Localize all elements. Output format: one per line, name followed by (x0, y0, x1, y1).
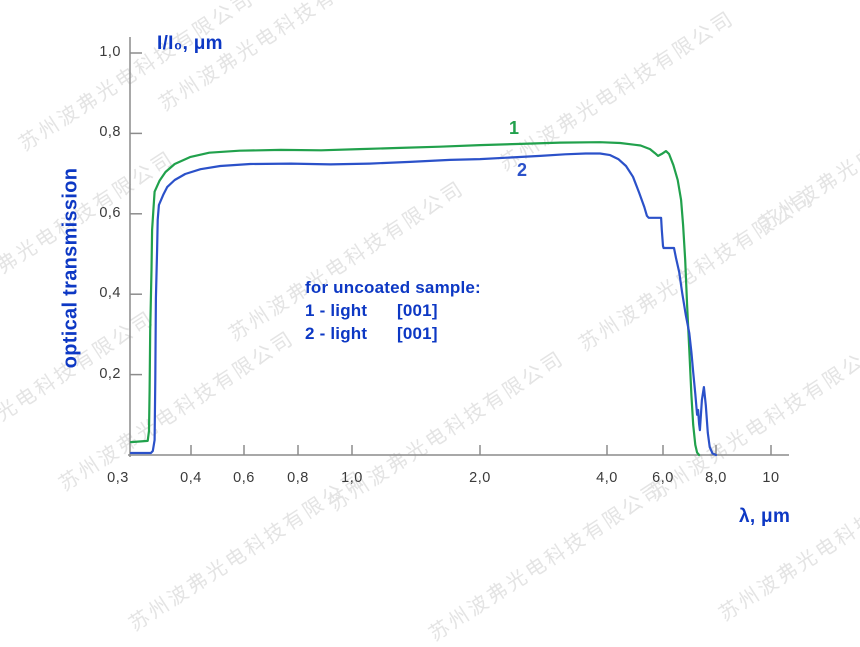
plot-area (128, 37, 789, 457)
annotation-row-2: 2 - light [001] (305, 322, 481, 345)
y-axis-name: optical transmission (59, 167, 82, 369)
curve-1 (129, 141, 701, 457)
y-tick-label-0_8: 0,8 (99, 124, 121, 141)
annotation-row-1-value: [001] (397, 301, 438, 320)
x-tick-label-6_0: 6,0 (652, 470, 674, 486)
y-tick-label-0_6: 0,6 (99, 204, 121, 221)
annotation-row-1: 1 - light [001] (305, 299, 481, 322)
annotation-row-2-value: [001] (397, 324, 438, 343)
annotation-row-2-label: 2 - light (305, 324, 368, 343)
x-tick-label-10: 10 (762, 470, 780, 486)
curve2-label: 2 (517, 160, 528, 180)
x-tick-label-4_0: 4,0 (596, 470, 618, 486)
x-tick-label-0_3: 0,3 (107, 470, 129, 486)
x-tick-label-0_6: 0,6 (233, 470, 255, 486)
x-axis-title: λ, μm (739, 506, 791, 527)
x-tick-label-0_8: 0,8 (287, 470, 309, 486)
annotation-block: for uncoated sample: 1 - light [001] 2 -… (305, 276, 481, 345)
annotation-heading: for uncoated sample: (305, 278, 481, 297)
annotation-row-1-label: 1 - light (305, 301, 368, 320)
curve-2 (129, 152, 718, 457)
x-tick-label-8_0: 8,0 (705, 470, 727, 486)
x-tick-label-1_0: 1,0 (341, 470, 363, 486)
y-axis-unit-title: I/I₀, μm (157, 33, 223, 54)
y-tick-label-1_0: 1,0 (99, 44, 121, 60)
x-tick-label-0_4: 0,4 (180, 470, 202, 486)
x-tick-label-2_0: 2,0 (469, 470, 491, 486)
y-tick-label-0_4: 0,4 (99, 285, 121, 302)
curve1-label: 1 (509, 118, 520, 138)
y-tick-label-0_2: 0,2 (99, 365, 121, 382)
